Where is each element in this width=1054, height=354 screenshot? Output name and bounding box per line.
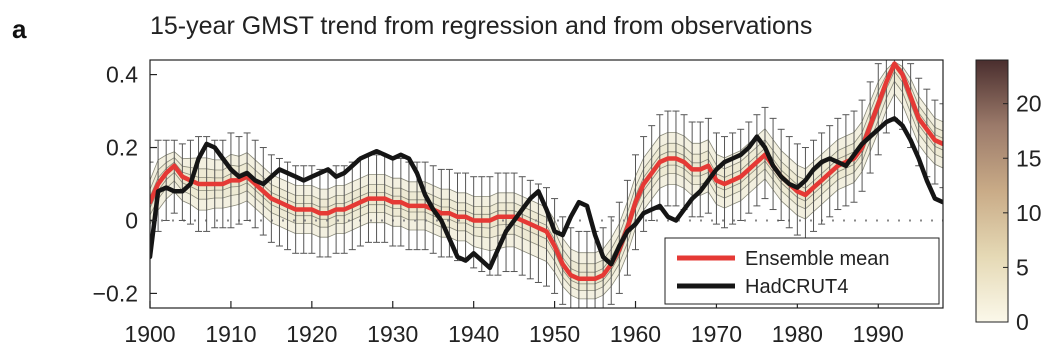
y-tick-label: 0.4 bbox=[106, 62, 138, 88]
colorbar-tick-label: 0 bbox=[1016, 309, 1029, 335]
axes: 1900 1910 1920 1930 1940 1950 1960 1970 1980 1990… bbox=[93, 59, 944, 347]
colorbar: 0 5 10 15 20 bbox=[975, 59, 1042, 335]
y-tick-label: 0.2 bbox=[106, 135, 138, 161]
y-tick-label: −0.2 bbox=[93, 280, 138, 306]
chart-title: 15-year GMST trend from regression and f… bbox=[150, 12, 813, 40]
colorbar-tick-label: 20 bbox=[1016, 91, 1042, 117]
x-tick-label: 1950 bbox=[529, 321, 580, 347]
legend-ensemble-label: Ensemble mean bbox=[745, 248, 890, 270]
y-tick-label: 0 bbox=[125, 207, 138, 233]
legend: Ensemble mean HadCRUT4 bbox=[664, 237, 940, 305]
panel-label: a bbox=[12, 14, 27, 44]
colorbar-tick-label: 15 bbox=[1016, 145, 1042, 171]
x-tick-label: 1970 bbox=[691, 321, 742, 347]
x-tick-label: 1920 bbox=[286, 321, 337, 347]
legend-hadcrut4-label: HadCRUT4 bbox=[745, 276, 848, 298]
hadcrut4-line bbox=[150, 116, 943, 271]
ensemble-mean-line bbox=[150, 61, 943, 282]
x-tick-label: 1940 bbox=[448, 321, 499, 347]
series-lines bbox=[150, 61, 943, 282]
x-tick-label: 1980 bbox=[772, 321, 823, 347]
x-tick-label: 1900 bbox=[124, 321, 175, 347]
x-tick-label: 1960 bbox=[610, 321, 661, 347]
legend-box bbox=[664, 237, 940, 305]
x-tick-label: 1990 bbox=[853, 321, 904, 347]
plot-frame bbox=[149, 59, 944, 309]
x-tick-label: 1930 bbox=[367, 321, 418, 347]
x-tick-label: 1910 bbox=[205, 321, 256, 347]
colorbar-tick-label: 10 bbox=[1016, 200, 1042, 226]
colorbar-tick-label: 5 bbox=[1016, 254, 1029, 280]
colorbar-gradient bbox=[975, 59, 1009, 323]
